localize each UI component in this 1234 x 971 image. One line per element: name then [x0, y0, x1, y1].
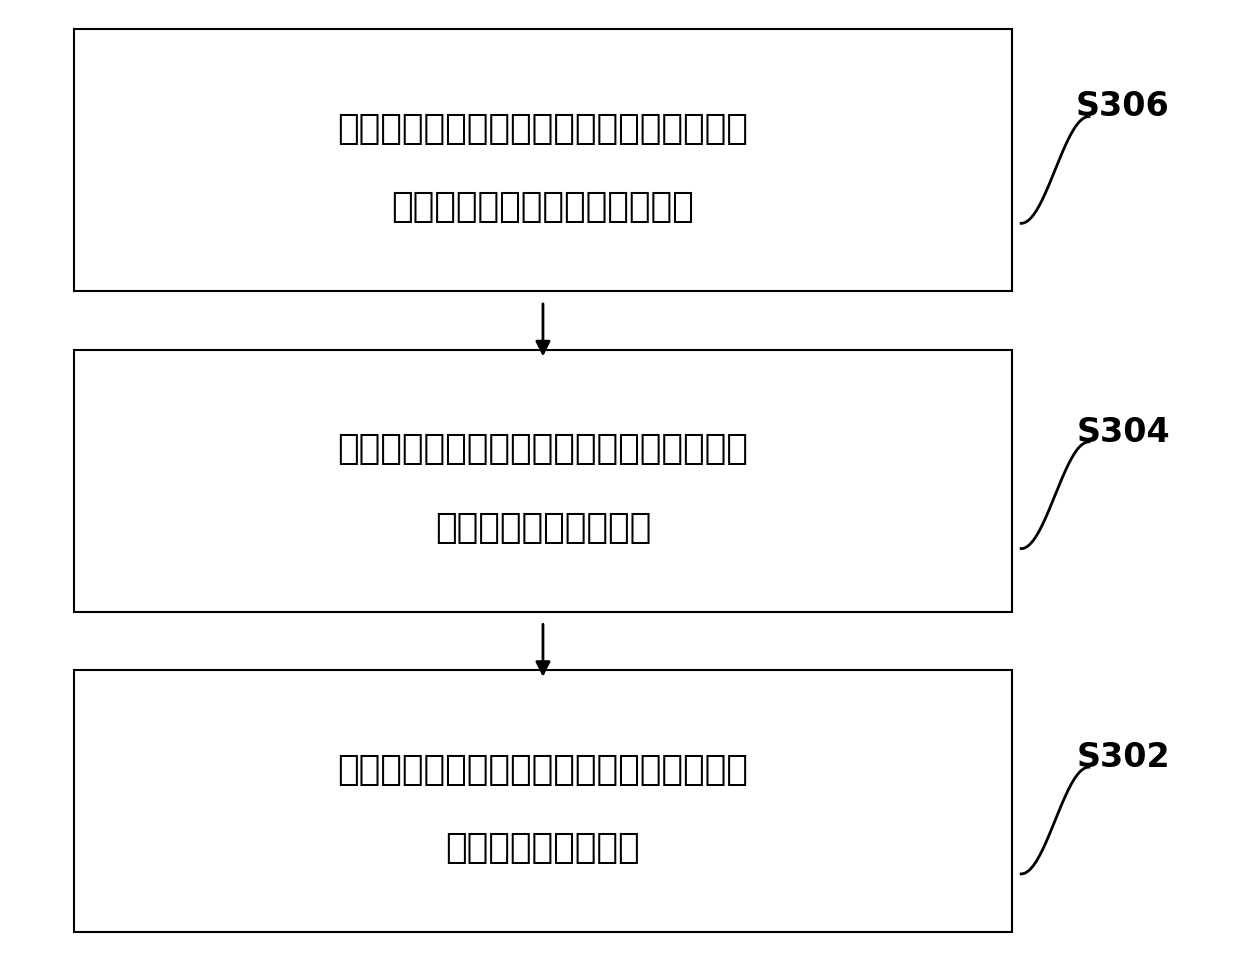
Text: 数据预测供暖热负荷: 数据预测供暖热负荷 — [445, 831, 640, 865]
Text: 向目标阀门发送所述控制信号，以使目标阀: 向目标阀门发送所述控制信号，以使目标阀 — [338, 112, 748, 146]
Text: S306: S306 — [1076, 90, 1170, 123]
Text: 门进行控制的控制信号: 门进行控制的控制信号 — [434, 511, 652, 545]
Text: 基于供暖热负荷和供热量数据生成对目标阀: 基于供暖热负荷和供热量数据生成对目标阀 — [338, 432, 748, 466]
Bar — [74, 350, 1012, 612]
Text: S304: S304 — [1076, 416, 1170, 449]
Text: S302: S302 — [1076, 741, 1170, 774]
Bar — [74, 670, 1012, 932]
Bar — [74, 29, 1012, 291]
Text: 基于获取到的目标采暖用户所处环境的气象: 基于获取到的目标采暖用户所处环境的气象 — [338, 753, 748, 787]
Text: 门按照控制信号执行相应的动作: 门按照控制信号执行相应的动作 — [391, 190, 695, 224]
